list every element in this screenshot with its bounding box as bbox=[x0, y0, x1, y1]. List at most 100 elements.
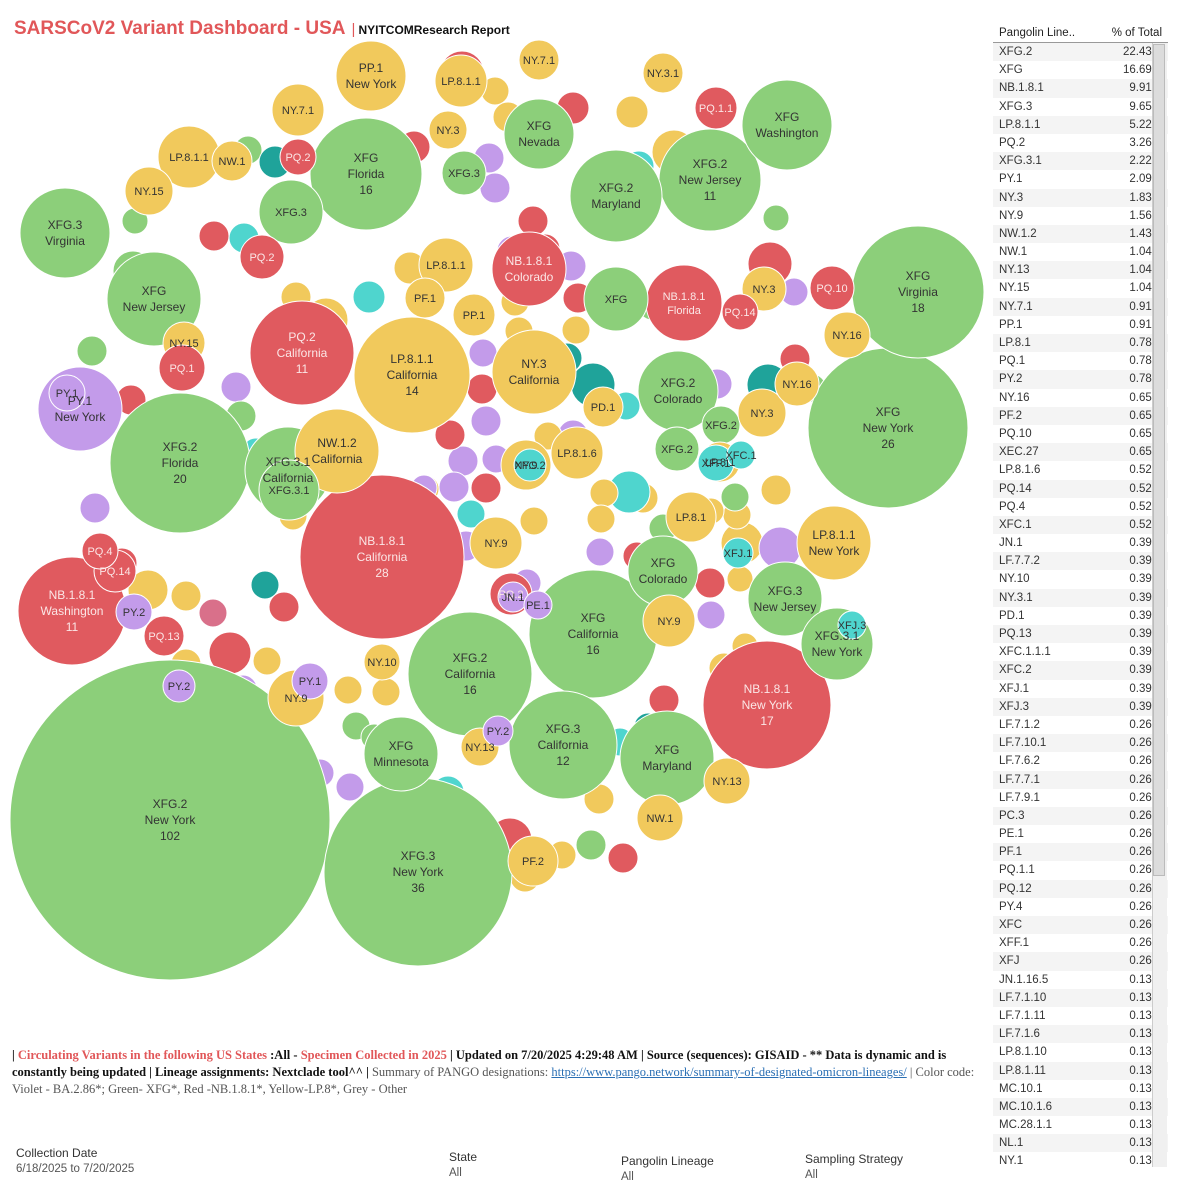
table-row[interactable]: NY.3 1.83% bbox=[993, 188, 1168, 207]
table-row[interactable]: PQ.2 3.26% bbox=[993, 134, 1168, 152]
table-row[interactable]: LP.8.1.11 0.13% bbox=[993, 1061, 1168, 1080]
variant-bubble[interactable] bbox=[335, 772, 365, 802]
table-row[interactable]: LF.7.6.2 0.26% bbox=[993, 752, 1168, 770]
table-row[interactable]: LF.7.1.10 0.13% bbox=[993, 988, 1168, 1007]
table-row[interactable]: PD.1 0.39% bbox=[993, 607, 1168, 625]
table-row[interactable]: XEC.27 0.65% bbox=[993, 443, 1168, 462]
variant-bubble[interactable] bbox=[582, 386, 624, 428]
table-row[interactable]: XFJ.1 0.39% bbox=[993, 680, 1168, 698]
variant-bubble[interactable] bbox=[696, 600, 726, 630]
table-row[interactable]: LP.8.1.10 0.13% bbox=[993, 1043, 1168, 1061]
table-row[interactable]: XFC.1 0.52% bbox=[993, 515, 1168, 535]
table-row[interactable]: NY.9 1.56% bbox=[993, 207, 1168, 225]
variant-bubble[interactable] bbox=[507, 835, 559, 887]
variant-bubble[interactable] bbox=[517, 205, 549, 237]
variant-bubble[interactable] bbox=[124, 166, 174, 216]
table-row[interactable]: XFG.2 22.43% bbox=[993, 43, 1168, 62]
table-row[interactable]: XFC 0.26% bbox=[993, 916, 1168, 935]
variant-bubble[interactable] bbox=[19, 187, 111, 279]
variant-bubble[interactable] bbox=[762, 204, 790, 232]
variant-bubble[interactable] bbox=[48, 374, 86, 412]
table-row[interactable]: PQ.10 0.65% bbox=[993, 425, 1168, 443]
variant-bubble[interactable] bbox=[470, 405, 502, 437]
variant-bubble[interactable] bbox=[9, 659, 331, 981]
variant-bubble[interactable] bbox=[268, 591, 300, 623]
variant-bubble[interactable] bbox=[550, 426, 604, 480]
variant-bubble[interactable] bbox=[79, 492, 111, 524]
filter-state-value[interactable]: All bbox=[449, 1167, 462, 1179]
variant-bubble[interactable] bbox=[491, 231, 567, 307]
variant-bubble[interactable] bbox=[519, 506, 549, 536]
filter-state[interactable]: State All bbox=[449, 1150, 477, 1179]
variant-bubble[interactable] bbox=[760, 474, 792, 506]
variant-bubble[interactable] bbox=[523, 590, 553, 620]
variant-bubble[interactable] bbox=[353, 316, 471, 434]
variant-bubble[interactable] bbox=[81, 532, 119, 570]
table-row[interactable]: PQ.1.1 0.26% bbox=[993, 861, 1168, 879]
variant-bubble[interactable] bbox=[434, 419, 466, 451]
table-row[interactable]: LF.7.10.1 0.26% bbox=[993, 734, 1168, 753]
table-row[interactable]: LP.8.1 0.78% bbox=[993, 334, 1168, 353]
variant-bubble[interactable] bbox=[252, 646, 282, 676]
table-row[interactable]: PQ.1 0.78% bbox=[993, 352, 1168, 370]
variant-bubble[interactable] bbox=[491, 329, 577, 415]
table-row[interactable]: NW.1 1.04% bbox=[993, 243, 1168, 261]
variant-bubble[interactable] bbox=[333, 675, 363, 705]
variant-bubble[interactable] bbox=[694, 567, 726, 599]
table-row[interactable]: PC.3 0.26% bbox=[993, 806, 1168, 826]
variant-bubble[interactable] bbox=[447, 445, 479, 477]
table-row[interactable]: XFG.3 9.65% bbox=[993, 98, 1168, 116]
variant-bubble[interactable] bbox=[198, 598, 228, 628]
variant-bubble[interactable] bbox=[250, 570, 280, 600]
variant-bubble[interactable] bbox=[279, 138, 317, 176]
variant-bubble[interactable] bbox=[239, 234, 285, 280]
table-row[interactable]: XFJ 0.26% bbox=[993, 952, 1168, 971]
table-row[interactable]: PY.1 2.09% bbox=[993, 170, 1168, 188]
variant-bubble[interactable] bbox=[722, 537, 754, 569]
variant-bubble[interactable] bbox=[143, 615, 185, 657]
variant-bubble[interactable] bbox=[309, 117, 423, 231]
table-row[interactable]: LF.7.1.6 0.13% bbox=[993, 1025, 1168, 1044]
pango-link[interactable]: https://www.pango.network/summary-of-des… bbox=[551, 1065, 907, 1079]
table-row[interactable]: MC.10.1 0.13% bbox=[993, 1080, 1168, 1098]
variant-bubble[interactable] bbox=[837, 610, 867, 640]
variant-bubble[interactable] bbox=[747, 561, 823, 637]
variant-bubble[interactable] bbox=[106, 251, 202, 347]
table-row[interactable]: NY.15 1.04% bbox=[993, 279, 1168, 297]
variant-bubble[interactable] bbox=[703, 757, 751, 805]
table-row[interactable]: XFG.3.1 2.22% bbox=[993, 152, 1168, 171]
table-row[interactable]: LF.7.7.1 0.26% bbox=[993, 770, 1168, 789]
variant-bubble[interactable] bbox=[335, 40, 407, 112]
variant-bubble[interactable] bbox=[258, 179, 324, 245]
table-row[interactable]: PF.1 0.26% bbox=[993, 843, 1168, 862]
variant-bubble[interactable] bbox=[721, 293, 759, 331]
variant-bubble[interactable] bbox=[513, 448, 547, 482]
variant-bubble[interactable] bbox=[76, 335, 108, 367]
table-row[interactable]: PQ.14 0.52% bbox=[993, 479, 1168, 498]
variant-bubble[interactable] bbox=[702, 640, 832, 770]
variant-bubble[interactable] bbox=[170, 580, 202, 612]
table-row[interactable]: LF.7.1.11 0.13% bbox=[993, 1007, 1168, 1025]
variant-bubble[interactable] bbox=[211, 140, 253, 182]
table-row[interactable]: PF.2 0.65% bbox=[993, 406, 1168, 425]
variant-bubble[interactable] bbox=[823, 311, 871, 359]
variant-bubble[interactable] bbox=[418, 237, 474, 293]
table-row[interactable]: LF.7.9.1 0.26% bbox=[993, 789, 1168, 807]
variant-bubble[interactable] bbox=[726, 565, 754, 593]
table-row[interactable]: PE.1 0.26% bbox=[993, 825, 1168, 843]
table-row[interactable]: NY.16 0.65% bbox=[993, 389, 1168, 407]
variant-bubble[interactable] bbox=[294, 408, 380, 494]
variant-bubble[interactable] bbox=[569, 149, 663, 243]
variant-bubble[interactable] bbox=[438, 471, 470, 503]
table-scrollbar-thumb[interactable] bbox=[1153, 44, 1165, 876]
variant-bubble[interactable] bbox=[741, 79, 833, 171]
table-row[interactable]: PY.4 0.26% bbox=[993, 898, 1168, 916]
variant-bubble[interactable] bbox=[363, 716, 439, 792]
variant-bubble[interactable] bbox=[441, 150, 487, 196]
table-row[interactable]: MC.28.1.1 0.13% bbox=[993, 1116, 1168, 1134]
table-row[interactable]: LF.7.1.2 0.26% bbox=[993, 716, 1168, 734]
filter-sampling-value[interactable]: All bbox=[805, 1169, 818, 1181]
variant-bubble[interactable] bbox=[352, 280, 386, 314]
table-row[interactable]: XFC.2 0.39% bbox=[993, 661, 1168, 680]
col-header-percent[interactable]: % of Total bbox=[1111, 27, 1162, 39]
